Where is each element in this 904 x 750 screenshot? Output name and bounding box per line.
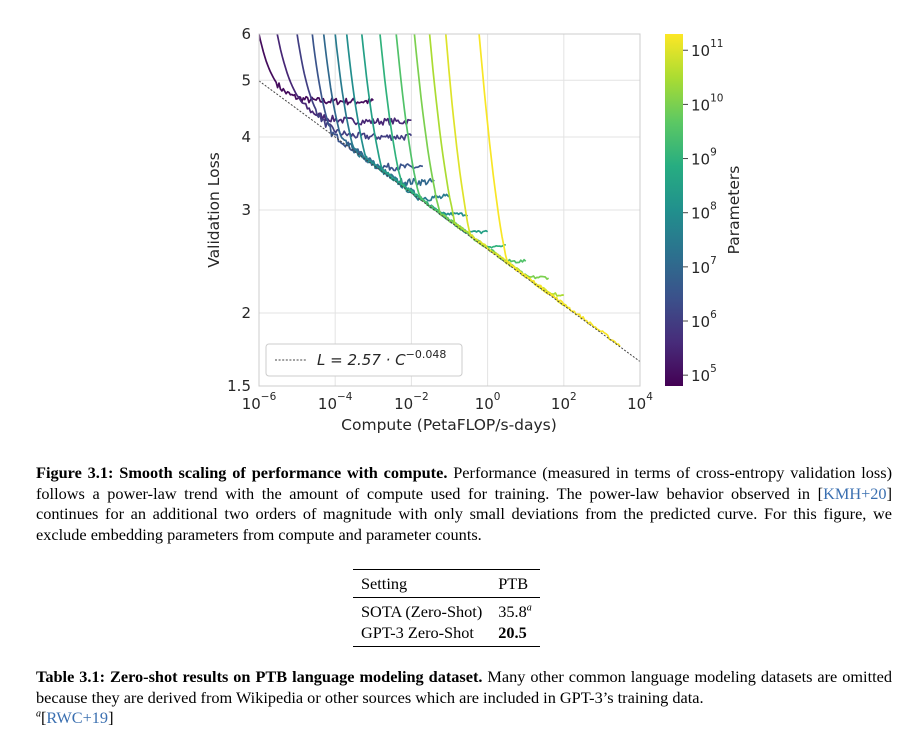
- table-caption: Table 3.1: Zero-shot results on PTB lang…: [36, 667, 892, 727]
- colorbar-tick-label-base: 10: [691, 151, 710, 169]
- x-tick-label: 10−6: [242, 391, 277, 413]
- y-tick-label: 3: [241, 201, 251, 219]
- x-tick-label-base: 10: [475, 395, 494, 413]
- table-cell-value: 20.5: [498, 623, 527, 642]
- colorbar-tick-label: 107: [691, 255, 717, 277]
- fit-line-group: [259, 80, 640, 362]
- table-caption-footnote-mark: a: [36, 708, 41, 720]
- table-header-setting: Setting: [361, 574, 408, 593]
- x-tick-label-exp: 0: [494, 391, 501, 403]
- colorbar-tick-label-exp: 5: [710, 363, 717, 375]
- x-tick-label-exp: −2: [413, 391, 428, 403]
- x-ticks: 10−6 10−4 10−2 100 102 104: [242, 391, 653, 413]
- colorbar-tick-label-exp: 7: [710, 255, 717, 267]
- table-value: 35.8: [498, 602, 527, 621]
- legend: L = 2.57 · C−0.048: [265, 343, 463, 377]
- y-tick-label: 4: [241, 128, 251, 146]
- colorbar-tick-label-exp: 10: [710, 92, 723, 104]
- x-tick-label: 10−2: [394, 391, 429, 413]
- x-tick-label-base: 10: [318, 395, 337, 413]
- plot-frame: [258, 33, 641, 387]
- legend-label: L = 2.57 · C−0.048: [317, 348, 446, 369]
- colorbar-tick-label-exp: 11: [710, 38, 723, 50]
- figure-caption-text-1: Performance (measured in terms of cross-…: [36, 463, 893, 503]
- table-header-ptb: PTB: [498, 574, 529, 593]
- y-tick-label: 5: [241, 71, 251, 89]
- x-tick-label-exp: 4: [646, 391, 653, 403]
- colorbar-tick-label-exp: 6: [710, 309, 717, 321]
- colorbar-tick-label-base: 10: [691, 42, 710, 60]
- results-table-wrap: Setting PTB SOTA (Zero-Shot) 35.8a GPT-3…: [353, 569, 540, 647]
- table-caption-text: Many other common language modeling data…: [36, 667, 892, 707]
- y-ticks: 1.5 2 3 4 5 6: [227, 25, 251, 395]
- colorbar-label: Parameters: [725, 166, 743, 255]
- figure-caption-label: Figure 3.1: Smooth scaling of performanc…: [36, 463, 448, 482]
- x-tick-label-base: 10: [394, 395, 413, 413]
- colorbar-tick-label-exp: 8: [710, 201, 717, 213]
- series-line: [276, 34, 412, 126]
- fit-line: [259, 80, 640, 362]
- table-caption-citation[interactable]: RWC+19: [46, 708, 109, 727]
- colorbar-tick-label: 105: [691, 363, 717, 385]
- x-tick-label: 10−4: [318, 391, 353, 413]
- table-caption-label: Table 3.1: Zero-shot results on PTB lang…: [36, 667, 483, 686]
- x-tick-label-exp: −6: [261, 391, 277, 403]
- legend-label-exp: −0.048: [406, 348, 447, 361]
- x-tick-label: 100: [475, 391, 501, 413]
- colorbar-tick-label-exp: 9: [710, 147, 717, 159]
- x-tick-label-exp: 2: [570, 391, 577, 403]
- figure-caption: Figure 3.1: Smooth scaling of performanc…: [36, 463, 892, 545]
- colorbar-tick-label: 109: [691, 147, 717, 169]
- y-tick-label: 2: [241, 304, 251, 322]
- table-row: SOTA (Zero-Shot) 35.8a: [353, 598, 540, 623]
- colorbar-tick-label-base: 10: [691, 259, 710, 277]
- x-tick-label-base: 10: [627, 395, 646, 413]
- x-axis-label: Compute (PetaFLOP/s-days): [341, 416, 557, 434]
- y-axis-label: Validation Loss: [205, 152, 223, 267]
- x-tick-label-base: 10: [242, 395, 261, 413]
- y-tick-label: 1.5: [227, 377, 251, 395]
- colorbar-tick-label: 1010: [691, 92, 723, 114]
- y-tick-label: 6: [241, 25, 251, 43]
- series-line: [444, 34, 571, 310]
- series-lines: [259, 34, 621, 347]
- table-row: GPT-3 Zero-Shot 20.5: [353, 622, 540, 647]
- colorbar-tick-label-base: 10: [691, 205, 710, 223]
- x-tick-label: 104: [627, 391, 653, 413]
- x-tick-label-base: 10: [551, 395, 570, 413]
- x-tick-label-exp: −4: [337, 391, 353, 403]
- colorbar-tick-label-base: 10: [691, 313, 710, 331]
- series-line: [478, 34, 621, 347]
- table-cell-value: 35.8a: [490, 598, 540, 623]
- colorbar-tick-label: 106: [691, 309, 717, 331]
- table-header-row: Setting PTB: [353, 569, 540, 598]
- series-line: [334, 34, 450, 202]
- table-footnote-mark: a: [526, 602, 532, 614]
- colorbar: [665, 34, 683, 386]
- figure-caption-text-2: ] continues for an additional two orders…: [36, 483, 892, 544]
- colorbar-tick-label-base: 10: [691, 367, 710, 385]
- colorbar-tick-label-base: 10: [691, 96, 710, 114]
- legend-label-main: L = 2.57 · C: [317, 351, 406, 369]
- colorbar-tick-label: 108: [691, 201, 717, 223]
- x-tick-label: 102: [551, 391, 577, 413]
- results-table: Setting PTB SOTA (Zero-Shot) 35.8a GPT-3…: [353, 569, 540, 647]
- figure-caption-citation[interactable]: KMH+20: [823, 483, 887, 503]
- table-cell-setting: GPT-3 Zero-Shot: [361, 623, 474, 642]
- colorbar-tick-label: 1011: [691, 38, 723, 60]
- table-cell-setting: SOTA (Zero-Shot): [361, 602, 483, 621]
